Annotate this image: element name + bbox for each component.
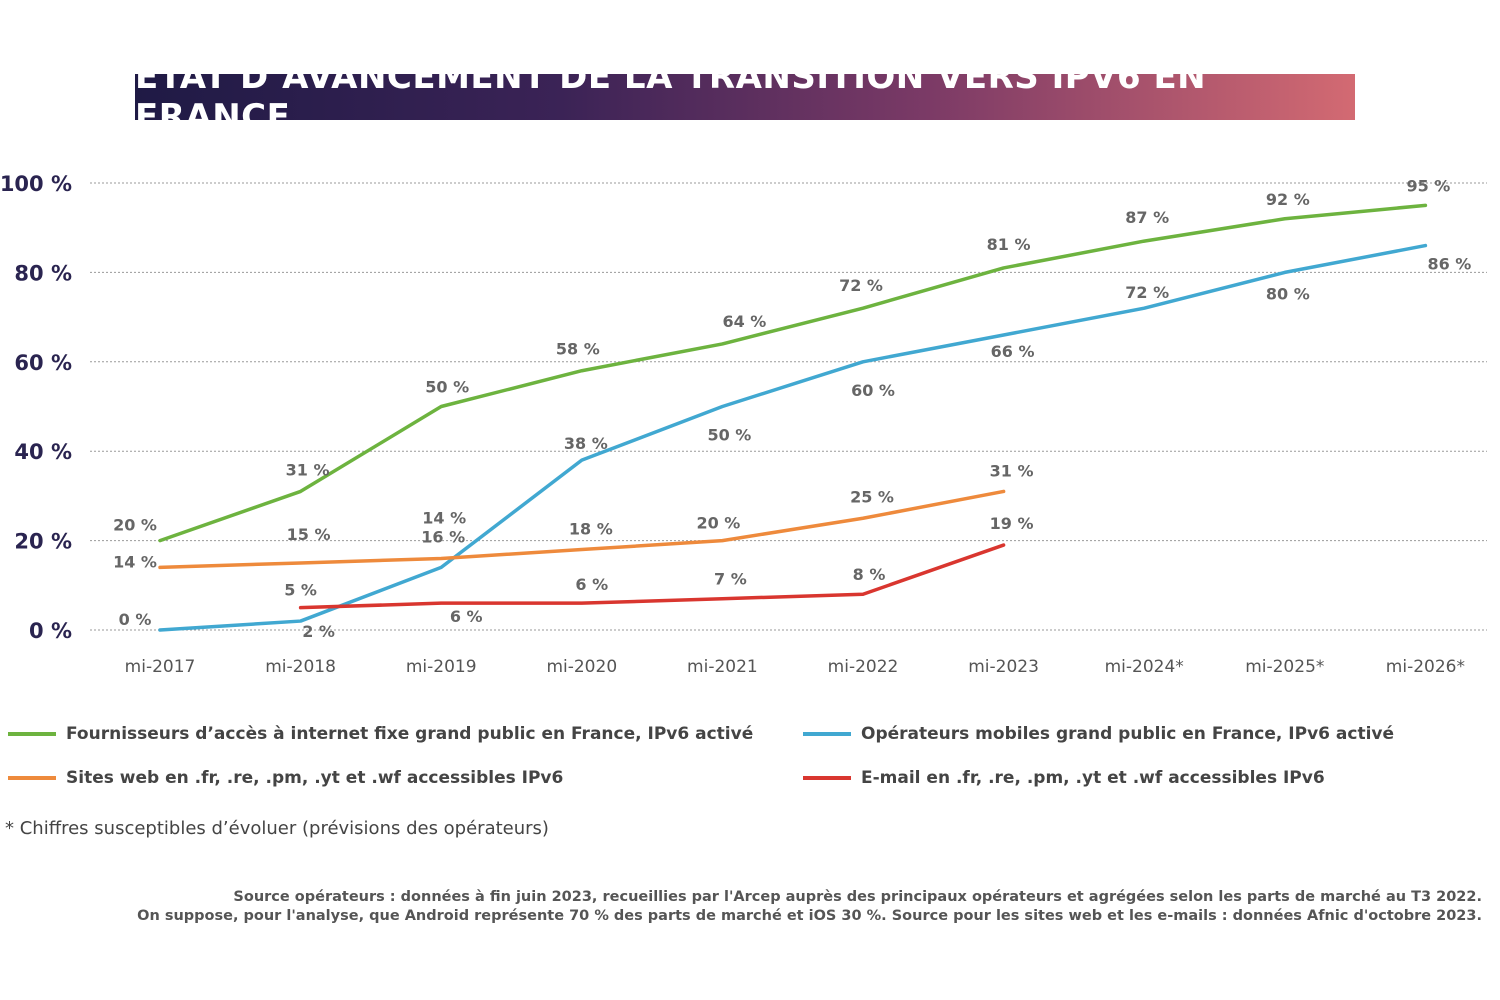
data-label: 15 % <box>287 525 331 544</box>
series-lines <box>158 203 1428 632</box>
legend-swatch-email <box>803 776 851 780</box>
data-label: 19 % <box>990 514 1034 533</box>
y-tick-label: 40 % <box>14 440 72 464</box>
x-tick-label: mi-2017 <box>125 657 196 677</box>
data-label: 5 % <box>284 581 317 600</box>
legend-label-fixed: Fournisseurs d’accès à internet fixe gra… <box>66 724 754 744</box>
data-label: 80 % <box>1266 284 1310 303</box>
data-label: 87 % <box>1125 208 1169 227</box>
x-tick-label: mi-2021 <box>687 657 758 677</box>
y-tick-label: 80 % <box>14 261 72 285</box>
data-label: 64 % <box>722 312 766 331</box>
data-labels: 20 % 31 % 50 % 58 % 64 % 72 % 81 % 87 % 92 % 95 %… <box>113 176 1471 641</box>
data-label: 0 % <box>119 610 152 629</box>
legend-item-email: E-mail en .fr, .re, .pm, .yt et .wf acce… <box>803 768 1325 788</box>
series-line <box>298 543 1006 610</box>
data-label: 6 % <box>575 575 608 594</box>
data-label: 20 % <box>113 516 157 535</box>
data-label: 7 % <box>714 570 747 589</box>
data-label: 18 % <box>569 520 613 539</box>
data-label: 2 % <box>302 622 335 641</box>
data-label: 72 % <box>1125 283 1169 302</box>
legend-swatch-websites <box>8 776 56 780</box>
data-label: 14 % <box>113 552 157 571</box>
data-label: 16 % <box>421 527 465 546</box>
legend-item-mobile: Opérateurs mobiles grand public en Franc… <box>803 724 1394 744</box>
y-tick-label: 60 % <box>14 351 72 375</box>
data-label: 14 % <box>422 508 466 527</box>
data-label: 60 % <box>851 381 895 400</box>
series-line <box>158 203 1428 543</box>
legend-label-websites: Sites web en .fr, .re, .pm, .yt et .wf a… <box>66 768 564 788</box>
x-tick-label: mi-2018 <box>265 657 336 677</box>
legend-item-websites: Sites web en .fr, .re, .pm, .yt et .wf a… <box>8 768 563 788</box>
data-label: 50 % <box>425 378 469 397</box>
series-line <box>158 243 1428 632</box>
data-label: 66 % <box>991 342 1035 361</box>
footnote: * Chiffres susceptibles d’évoluer (prévi… <box>5 818 549 839</box>
data-label: 38 % <box>564 434 608 453</box>
data-label: 81 % <box>987 235 1031 254</box>
x-tick-label: mi-2023 <box>968 657 1039 677</box>
data-label: 20 % <box>696 514 740 533</box>
data-label: 6 % <box>450 607 483 626</box>
data-label: 31 % <box>990 461 1034 480</box>
legend-label-email: E-mail en .fr, .re, .pm, .yt et .wf acce… <box>861 768 1325 788</box>
data-label: 50 % <box>707 426 751 445</box>
data-label: 86 % <box>1427 255 1471 274</box>
data-label: 72 % <box>839 276 883 295</box>
legend-swatch-mobile <box>803 732 851 736</box>
line-chart: 0 %20 %40 %60 %80 %100 % mi-2017 mi-2018 m… <box>0 172 1487 677</box>
series-line <box>158 489 1006 570</box>
legend-swatch-fixed <box>8 732 56 736</box>
x-tick-label: mi-2022 <box>828 657 899 677</box>
y-tick-label: 100 % <box>0 172 72 196</box>
data-label: 25 % <box>850 487 894 506</box>
y-tick-label: 0 % <box>29 619 72 643</box>
source-line-1: Source opérateurs : données à fin juin 2… <box>233 889 1482 905</box>
grid-lines <box>90 182 1487 631</box>
data-label: 58 % <box>556 340 600 359</box>
legend-item-fixed: Fournisseurs d’accès à internet fixe gra… <box>8 724 753 744</box>
x-tick-label: mi-2020 <box>546 657 617 677</box>
y-tick-label: 20 % <box>14 530 72 554</box>
data-label: 8 % <box>853 565 886 584</box>
x-tick-label: mi-2019 <box>406 657 477 677</box>
x-tick-label: mi-2026* <box>1386 657 1465 677</box>
y-axis: 0 % 20 % 40 % 60 % 80 % 100 % <box>0 172 72 643</box>
data-label: 31 % <box>286 460 330 479</box>
legend-label-mobile: Opérateurs mobiles grand public en Franc… <box>861 724 1395 744</box>
data-label: 92 % <box>1266 190 1310 209</box>
x-axis: mi-2017 mi-2018 mi-2019 mi-2020 mi-2021 mi-20… <box>125 657 1465 677</box>
source-note: Source opérateurs : données à fin juin 2… <box>137 888 1482 926</box>
x-tick-label: mi-2025* <box>1245 657 1324 677</box>
data-label: 95 % <box>1406 176 1450 195</box>
x-tick-label: mi-2024* <box>1105 657 1184 677</box>
source-line-2: On suppose, pour l'analyse, que Android … <box>137 908 1482 924</box>
